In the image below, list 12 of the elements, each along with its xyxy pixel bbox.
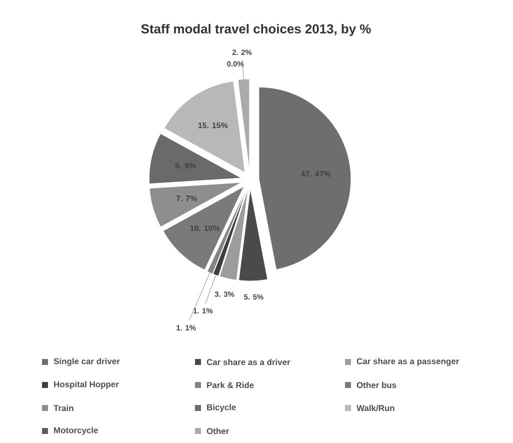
legend-label: Walk/Run: [356, 404, 394, 412]
legend-label: Bicycle: [207, 404, 236, 412]
legend-label: Car share as a driver: [206, 358, 290, 366]
legend-label: Park & Ride: [207, 382, 254, 388]
legend-label: Motorcycle: [54, 427, 98, 435]
legend-label: Car share as a passenger: [356, 358, 460, 366]
legend-label: Other bus: [356, 382, 396, 388]
legend-label: Hospital Hopper: [54, 381, 119, 389]
legend-label: Single car driver: [54, 358, 120, 366]
legend-label: Train: [54, 404, 74, 412]
chart-title: Staff modal travel choices 2013, by %: [141, 24, 371, 36]
legend-label: Other: [206, 428, 229, 434]
